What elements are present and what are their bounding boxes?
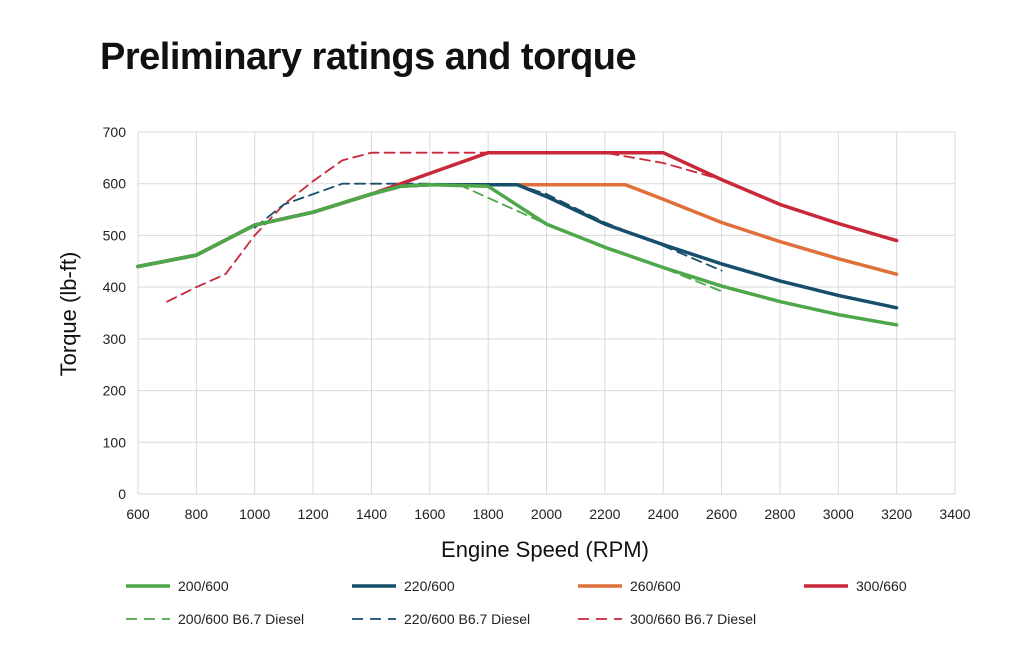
y-tick-label: 400 [103,279,127,295]
x-tick-label: 3000 [823,506,854,522]
y-tick-label: 500 [103,227,127,243]
x-tick-label: 2400 [648,506,679,522]
y-tick-label: 700 [103,124,127,140]
series-line-200-600-b6-7-diesel [458,183,723,293]
x-tick-label: 1400 [356,506,387,522]
chart-title: Preliminary ratings and torque [100,36,637,78]
legend-label: 260/600 [630,578,681,594]
x-tick-label: 800 [185,506,209,522]
series-line-200-600 [136,182,899,327]
x-tick-label: 3400 [939,506,970,522]
legend-label: 220/600 [404,578,455,594]
y-tick-label: 600 [103,176,127,192]
y-axis-title: Torque (lb-ft) [56,252,81,377]
x-tick-label: 2000 [531,506,562,522]
x-tick-label: 3200 [881,506,912,522]
y-tick-label: 0 [118,486,126,502]
x-tick-label: 2600 [706,506,737,522]
x-tick-label: 1600 [414,506,445,522]
legend-label: 300/660 [856,578,907,594]
y-tick-label: 300 [103,331,127,347]
y-tick-labels: 0 100 200 300 400 500 600 700 [103,124,127,502]
x-tick-label: 1000 [239,506,270,522]
legend-label: 300/660 B6.7 Diesel [630,611,756,627]
y-tick-label: 200 [103,383,127,399]
x-tick-label: 1800 [473,506,504,522]
series-lines [136,150,899,327]
grid-lines [137,131,956,495]
y-tick-label: 100 [103,434,127,450]
x-axis-title: Engine Speed (RPM) [441,537,649,562]
legend-label: 220/600 B6.7 Diesel [404,611,530,627]
x-tick-label: 2800 [764,506,795,522]
x-tick-label: 600 [126,506,150,522]
legend-label: 200/600 B6.7 Diesel [178,611,304,627]
series-line-260-600 [136,182,899,276]
series-line-300-660 [136,150,899,269]
x-tick-label: 2200 [589,506,620,522]
x-tick-labels: 600 800 1000 1200 1400 1600 1800 2000 2200 2400 26… [126,506,970,522]
legend-label: 200/600 [178,578,229,594]
x-tick-label: 1200 [297,506,328,522]
legend: 200/600 220/600 260/600 300/660 200/600 B6.7… [126,578,907,627]
